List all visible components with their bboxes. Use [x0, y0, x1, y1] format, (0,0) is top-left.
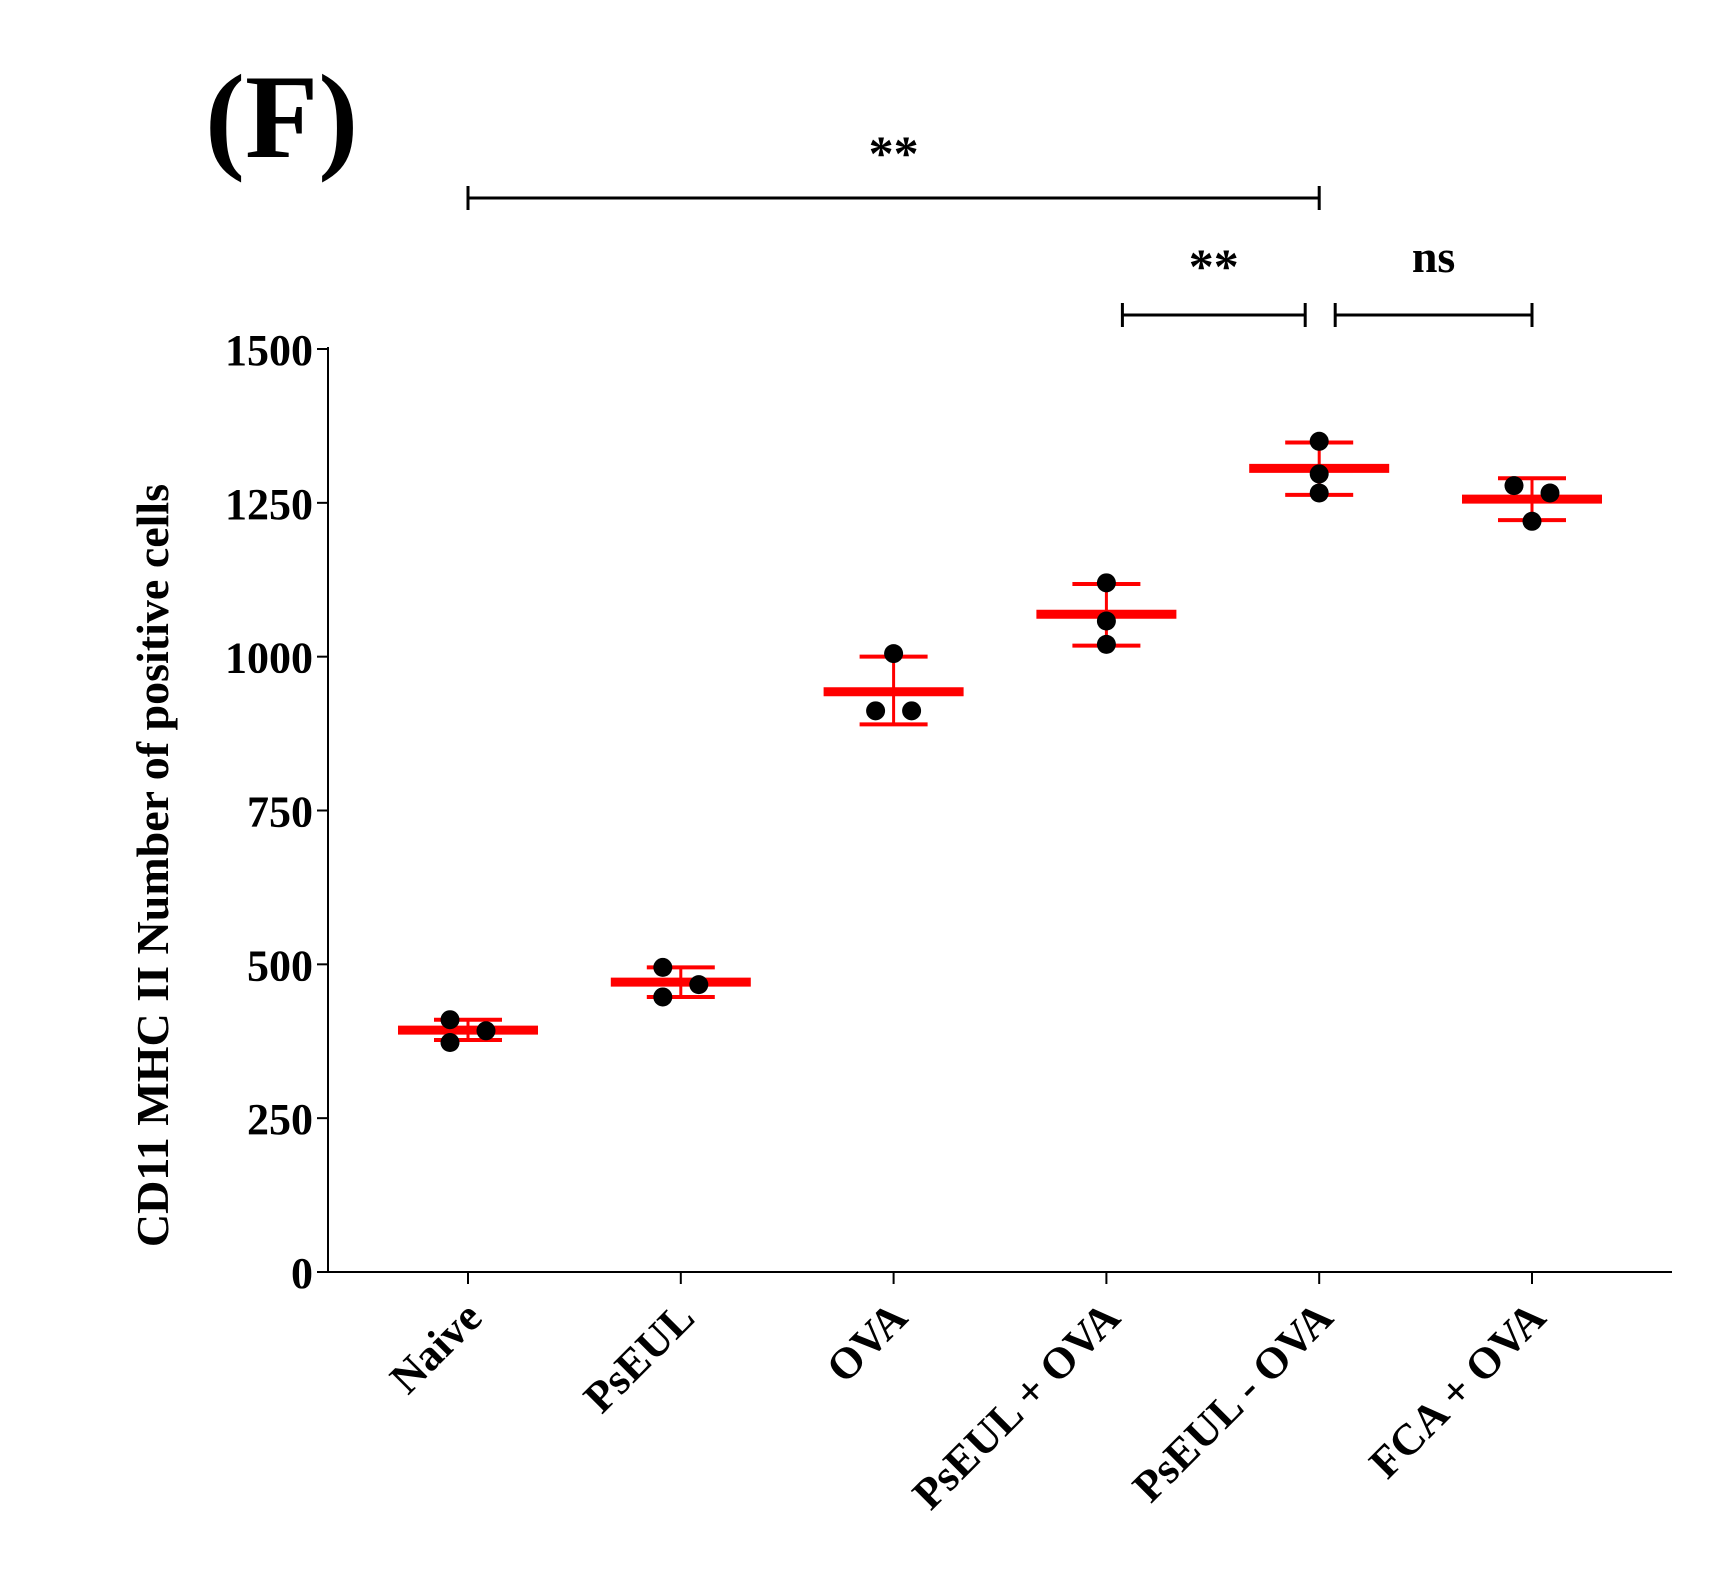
- x-tick-label: PsEUL: [574, 1292, 704, 1422]
- y-tick-label: 750: [247, 788, 313, 837]
- data-point: [440, 1032, 460, 1052]
- data-point: [884, 644, 904, 664]
- data-marks: [398, 431, 1602, 1052]
- data-point: [1309, 431, 1329, 451]
- data-point: [653, 957, 673, 977]
- group-pseul-ova: [1036, 573, 1177, 654]
- data-point: [1309, 464, 1329, 484]
- data-point: [689, 975, 709, 995]
- significance-label: **: [1189, 238, 1239, 294]
- x-tick-label: Naive: [380, 1292, 491, 1403]
- data-point: [1540, 483, 1560, 503]
- significance-bracket: ns: [1333, 231, 1534, 327]
- significance-bracket: **: [1120, 238, 1307, 327]
- y-tick-label: 500: [247, 941, 313, 990]
- data-point: [1096, 634, 1116, 654]
- group-naive: [398, 1010, 538, 1052]
- data-point: [1096, 611, 1116, 631]
- data-point: [440, 1010, 460, 1030]
- y-ticks: 0 250 500 750 1000 1250 1500: [225, 326, 328, 1298]
- data-point: [1522, 511, 1542, 531]
- y-tick-label: 1000: [225, 634, 313, 683]
- y-tick-label: 250: [247, 1095, 313, 1144]
- data-point: [902, 701, 922, 721]
- group-pseul: [610, 957, 751, 1007]
- group-pseul-ova: [1249, 431, 1390, 503]
- significance-bracket: **: [466, 125, 1321, 210]
- data-point: [866, 701, 886, 721]
- significance-label: **: [869, 125, 919, 181]
- significance-label: ns: [1412, 231, 1455, 282]
- x-tick-label: FCA + OVA: [1360, 1292, 1555, 1487]
- panel-label: (F): [205, 50, 358, 183]
- group-fca-ova: [1462, 476, 1602, 531]
- x-tick-label: PsEUL + OVA: [903, 1292, 1130, 1519]
- axes: [327, 347, 1672, 1273]
- data-point: [476, 1021, 496, 1041]
- y-axis-label: CD11 MHC II Number of positive cells: [127, 484, 178, 1247]
- x-tick-label: OVA: [817, 1292, 917, 1392]
- x-tick-label: PsEUL - OVA: [1123, 1292, 1342, 1511]
- y-tick-label: 1500: [225, 326, 313, 375]
- data-point: [1309, 483, 1329, 503]
- data-point: [1096, 573, 1116, 593]
- data-point: [1504, 476, 1524, 496]
- y-tick-label: 0: [291, 1249, 313, 1298]
- data-point: [653, 987, 673, 1007]
- group-ova: [823, 644, 964, 727]
- y-tick-label: 1250: [225, 480, 313, 529]
- significance-brackets: ** ** ns: [466, 125, 1534, 327]
